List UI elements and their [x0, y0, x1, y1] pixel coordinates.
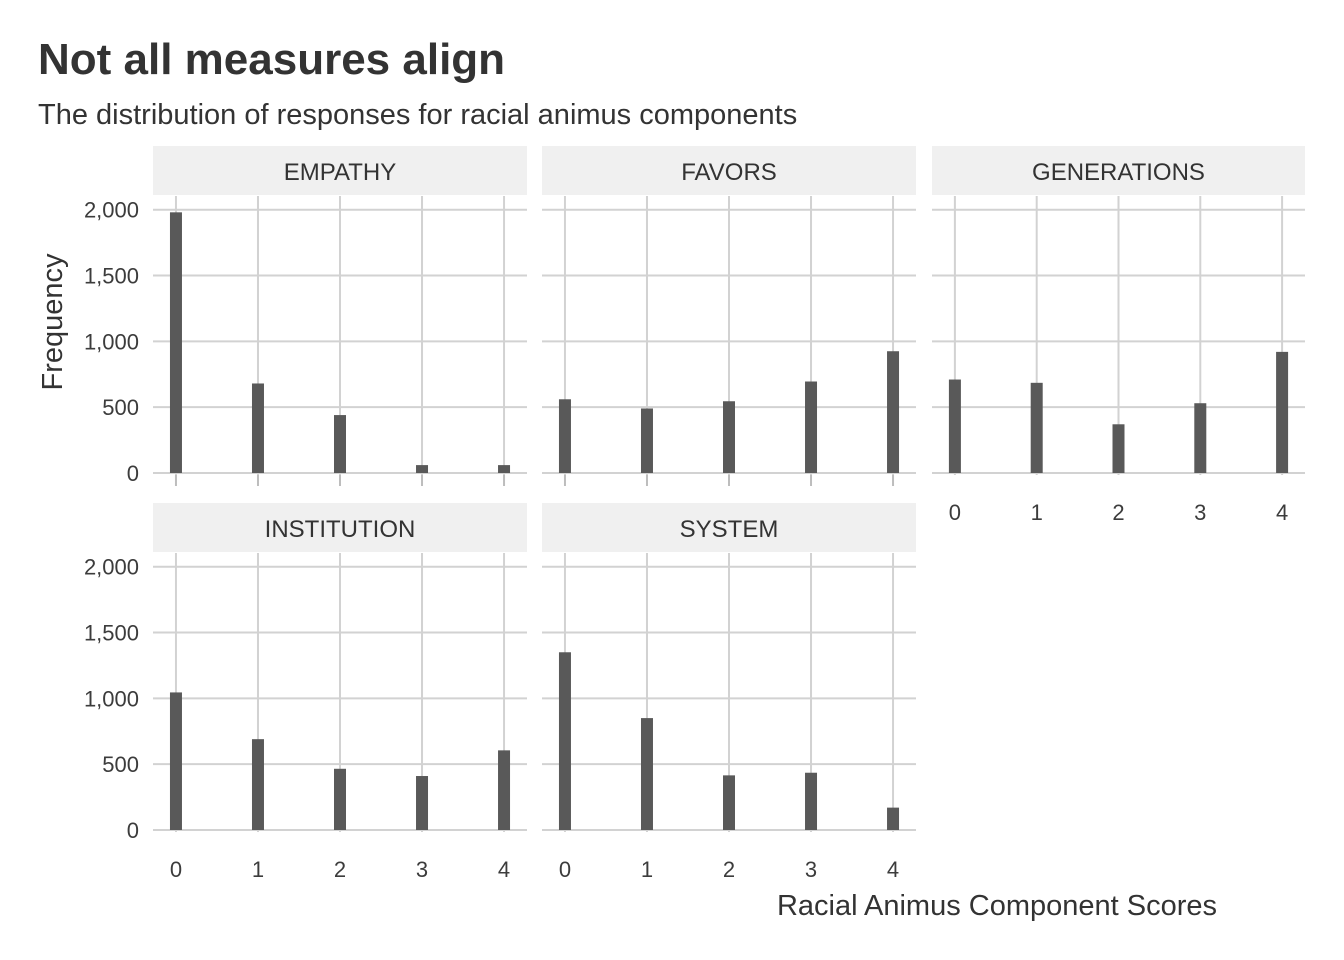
y-tick-label: 500: [102, 395, 139, 420]
y-tick-label: 1,000: [84, 329, 139, 354]
bar-empathy-1: [251, 383, 264, 473]
x-tick-label: 3: [416, 857, 428, 882]
x-axis-title: Racial Animus Component Scores: [777, 890, 1217, 922]
bar-system-0: [558, 652, 571, 830]
facet-empathy: EMPATHY 0 500 1,000 1,500 2,000: [84, 146, 527, 486]
x-tick-label: 4: [1276, 500, 1288, 525]
x-tick-label: 0: [559, 857, 571, 882]
bar-empathy-2: [334, 415, 346, 473]
bar-generations-1: [1030, 382, 1043, 473]
facet-strip: [542, 146, 916, 195]
x-tick-label: 2: [1112, 500, 1124, 525]
x-tick-label: 2: [334, 857, 346, 882]
chart-title: Not all measures align: [38, 35, 505, 84]
bar-system-4: [887, 807, 900, 830]
bar-favors-2: [723, 401, 735, 473]
y-tick-label: 1,500: [84, 264, 139, 289]
bar-favors-1: [640, 408, 653, 473]
facet-favors: FAVORS: [542, 146, 916, 486]
bar-institution-4: [498, 750, 511, 830]
facet-strip: [542, 503, 916, 552]
y-tick-label: 2,000: [84, 198, 139, 223]
bar-favors-3: [805, 381, 818, 473]
bar-empathy-3: [416, 465, 429, 473]
x-tick-label: 4: [498, 857, 510, 882]
y-tick-label: 0: [127, 818, 139, 843]
y-tick-label: 2,000: [84, 555, 139, 580]
facet-strip-label: INSTITUTION: [265, 516, 416, 543]
x-tick-label: 0: [949, 500, 961, 525]
facet-strip-label: FAVORS: [681, 159, 777, 186]
facet-strip-label: SYSTEM: [680, 516, 779, 543]
y-tick-label: 1,000: [84, 686, 139, 711]
bar-system-3: [805, 772, 818, 830]
bar-system-2: [723, 775, 735, 830]
bar-institution-1: [251, 739, 264, 830]
facet-system: SYSTEM 0 1 2 3 4: [542, 503, 916, 882]
bar-institution-3: [416, 776, 429, 830]
bar-institution-2: [334, 768, 346, 830]
x-tick-label: 1: [641, 857, 653, 882]
bar-generations-2: [1112, 424, 1125, 473]
facet-strip: [153, 503, 527, 552]
facet-strip: [932, 146, 1305, 195]
bar-institution-0: [169, 692, 182, 830]
x-tick-label: 2: [723, 857, 735, 882]
bar-empathy-4: [498, 465, 511, 473]
x-tick-label: 3: [805, 857, 817, 882]
y-tick-label: 0: [127, 461, 139, 486]
x-tick-label: 4: [887, 857, 899, 882]
bar-system-1: [640, 718, 653, 830]
facet-institution: INSTITUTION 0 500 1,000 1,500 2,000 0 1 2 3 4: [84, 503, 527, 882]
bar-favors-0: [558, 399, 571, 473]
x-tick-label: 0: [170, 857, 182, 882]
y-tick-label: 1,500: [84, 621, 139, 646]
bar-generations-0: [948, 379, 961, 473]
facet-strip-label: GENERATIONS: [1032, 159, 1205, 186]
bar-empathy-0: [169, 212, 182, 474]
facet-generations: GENERATIONS 0 1 2 3 4: [932, 146, 1305, 525]
y-axis-title: Frequency: [37, 253, 69, 391]
x-tick-label: 3: [1194, 500, 1206, 525]
facet-strip: [153, 146, 527, 195]
x-tick-label: 1: [252, 857, 264, 882]
bar-generations-3: [1194, 403, 1207, 473]
y-tick-label: 500: [102, 752, 139, 777]
bar-generations-4: [1276, 351, 1289, 473]
bar-favors-4: [887, 351, 900, 473]
facet-panels: EMPATHY 0 500 1,000 1,500 2,000 FAVORS GENERATI…: [84, 146, 1305, 882]
facet-strip-label: EMPATHY: [284, 159, 396, 186]
x-tick-label: 1: [1031, 500, 1043, 525]
chart-subtitle: The distribution of responses for racial…: [38, 99, 797, 131]
